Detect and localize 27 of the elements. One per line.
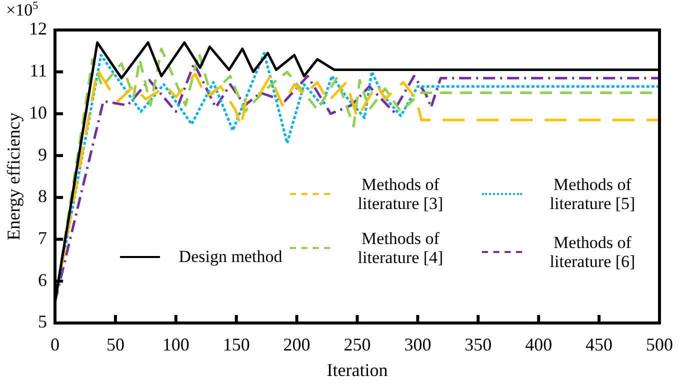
- x-tick-label: 150: [222, 334, 250, 355]
- y-tick-label: 10: [29, 102, 47, 122]
- y-tick-label: 5: [38, 312, 47, 332]
- y-tick-label: 12: [29, 18, 47, 39]
- x-tick-label: 200: [283, 334, 310, 355]
- x-tick-label: 400: [525, 334, 552, 355]
- legend-label: Methods of literature [6]: [548, 233, 636, 271]
- y-tick-label: 11: [30, 60, 47, 81]
- y-axis-title: Energy efficiency: [4, 112, 24, 240]
- y-tick-label: 6: [38, 270, 47, 290]
- x-tick-label: 50: [106, 334, 124, 355]
- x-tick-label: 0: [50, 334, 60, 355]
- x-tick-label: 250: [344, 334, 371, 355]
- legend-label: Design method: [178, 247, 284, 266]
- text: ×10$^{5}$: [6, 0, 38, 21]
- x-tick-label: 450: [586, 334, 613, 355]
- y-tick-label: 7: [38, 228, 47, 248]
- x-axis-title: Iteration: [326, 360, 388, 380]
- y-tick-label: 8: [38, 186, 47, 206]
- x-tick-label: 500: [646, 334, 673, 355]
- x-tick-label: 100: [162, 334, 190, 355]
- x-tick-label: 350: [464, 334, 492, 355]
- legend-label: Methods of literature [3]: [356, 175, 444, 213]
- legend-label: Methods of literature [4]: [356, 229, 444, 267]
- x-tick-label: 300: [404, 334, 432, 355]
- y-tick-label: 9: [38, 144, 47, 164]
- legend-label: Methods of literature [5]: [548, 175, 636, 213]
